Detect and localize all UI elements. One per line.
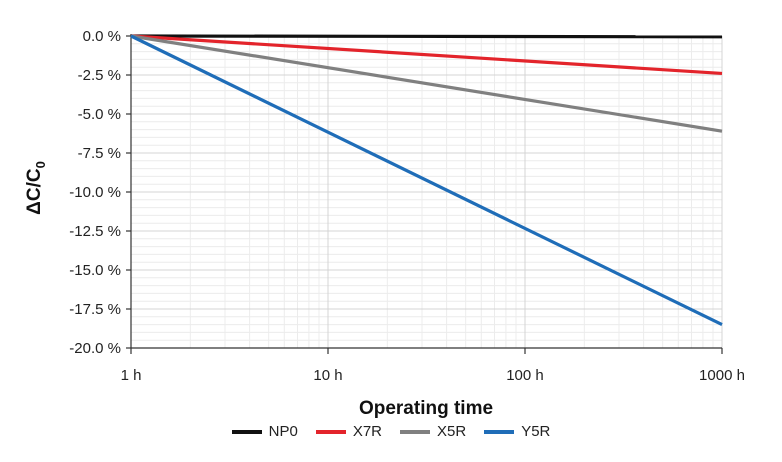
axes	[126, 34, 723, 354]
series-line-y5r	[130, 34, 723, 327]
x-tick-labels: 1 h 10 h 100 h 1000 h	[121, 367, 745, 384]
legend-item-np0: NP0	[231, 423, 298, 440]
y-tick-label: -12.5 %	[69, 223, 121, 240]
legend-item-x7r: X7R	[315, 423, 382, 440]
y-tick-label: -5.0 %	[78, 106, 121, 123]
y-tick-label: -20.0 %	[69, 340, 121, 357]
series-lines	[130, 34, 723, 327]
y-axis-title-subscript: 0	[33, 161, 48, 168]
legend-label: Y5R	[521, 423, 551, 440]
x-axis-title: Operating time	[359, 398, 493, 419]
legend-item-y5r: Y5R	[484, 423, 550, 440]
line-chart: 0.0 % -2.5 % -5.0 % -7.5 % -10.0 % -12.5 % -15…	[24, 28, 745, 419]
y-tick-label: -15.0 %	[69, 262, 121, 279]
legend-swatch	[484, 429, 515, 434]
y-tick-label: -17.5 %	[69, 301, 121, 318]
legend-item-x5r: X5R	[400, 423, 466, 440]
legend-label: X5R	[437, 423, 467, 440]
legend-label: NP0	[268, 423, 298, 440]
x-tick-label: 10 h	[313, 367, 342, 384]
legend-swatch	[400, 429, 430, 434]
y-axis-title-main: ΔC/C	[24, 168, 45, 215]
legend-label: X7R	[352, 423, 382, 440]
x-tick-label: 100 h	[506, 367, 544, 384]
series-line-np0	[130, 34, 723, 39]
y-tick-labels: 0.0 % -2.5 % -5.0 % -7.5 % -10.0 % -12.5 % -15…	[69, 28, 121, 357]
x-tick-label: 1000 h	[699, 367, 745, 384]
y-tick-label: -7.5 %	[78, 145, 121, 162]
series-line-x7r	[130, 34, 723, 76]
y-tick-label: 0.0 %	[83, 28, 121, 45]
legend-swatch	[315, 429, 346, 434]
legend: NP0 X7R X5R Y5R	[0, 423, 782, 440]
y-tick-label: -10.0 %	[69, 184, 121, 201]
x-tick-label: 1 h	[121, 367, 142, 384]
series-line-x5r	[130, 34, 723, 133]
legend-swatch	[231, 429, 262, 434]
y-axis-title: ΔC/C0	[24, 161, 48, 215]
y-tick-label: -2.5 %	[78, 67, 121, 84]
